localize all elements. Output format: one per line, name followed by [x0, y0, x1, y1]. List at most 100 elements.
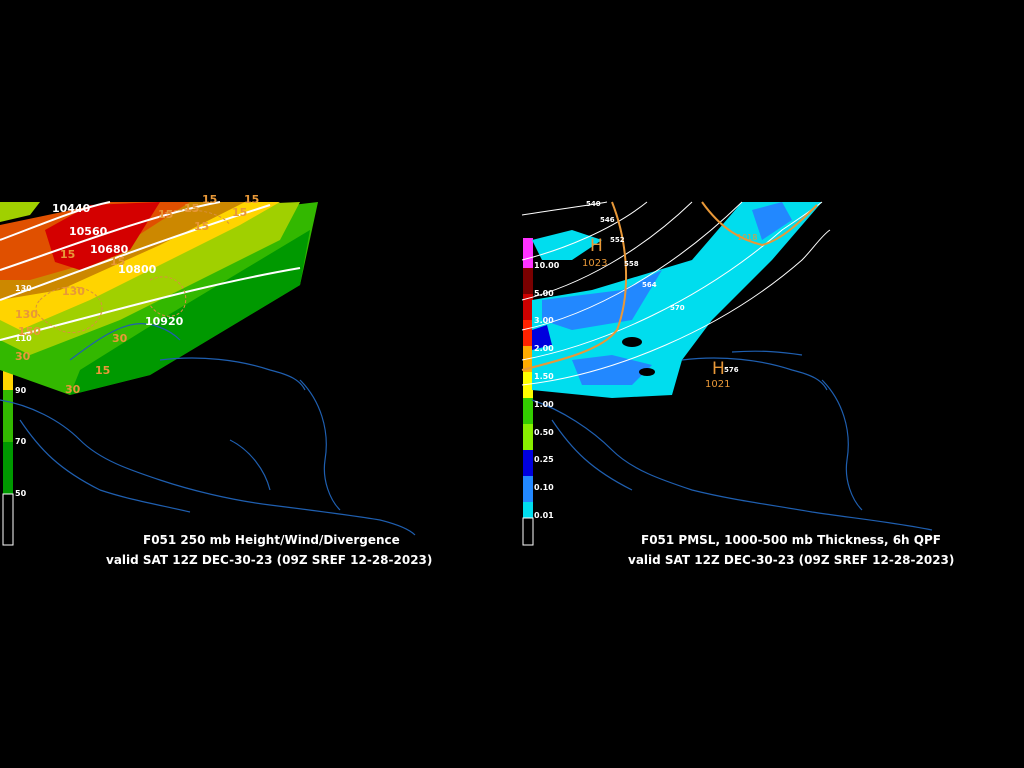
left-cb-label: 110 — [15, 334, 32, 343]
right-cb-label: 10.00 — [534, 261, 560, 270]
left-cb-label: 90 — [15, 386, 27, 395]
right-cb-swatch — [523, 476, 533, 502]
coastline — [821, 379, 863, 511]
island — [685, 360, 709, 370]
coastline — [551, 419, 633, 491]
left-map-panel: 10440 10560 10680 10800 10920 15 15 15 15 15 15 15… — [0, 193, 433, 567]
coastline — [69, 323, 181, 361]
thickness-label: 564 — [642, 281, 657, 289]
right-caption-line2: valid SAT 12Z DEC-30-23 (09Z SREF 12-28-… — [628, 553, 955, 567]
divergence-label: 15 — [110, 255, 125, 268]
qpf-lightblue-band — [572, 355, 652, 385]
thickness-contour — [521, 201, 608, 216]
right-map-panel: H 1023 H 1021 1018 540 546 552 558 564 570 576… — [512, 0, 1024, 768]
coastline — [159, 357, 306, 391]
right-cb-swatch — [523, 502, 533, 518]
height-label: 10920 — [145, 315, 184, 328]
height-contour — [0, 204, 271, 301]
divergence-label: 15 — [202, 193, 217, 206]
height-contour — [0, 267, 301, 341]
right-cb-label: 1.50 — [534, 372, 554, 381]
height-label: 10440 — [52, 202, 91, 215]
high-value: 1023 — [582, 258, 607, 269]
right-cb-swatch — [523, 424, 533, 450]
pressure-centers: H 1023 H 1021 1018 — [582, 233, 757, 390]
right-cb-label: 0.01 — [534, 511, 554, 520]
coastline — [299, 379, 341, 511]
right-cb-label: 0.10 — [534, 483, 554, 492]
coastlines — [531, 350, 933, 531]
thickness-contour — [521, 201, 743, 331]
right-cb-label: 0.25 — [534, 455, 554, 464]
right-cb-label: 3.00 — [534, 316, 554, 325]
divergence-contour — [149, 276, 187, 317]
right-cb-swatch — [523, 320, 533, 346]
height-contours — [0, 201, 301, 341]
divergence-label: 30 — [112, 332, 128, 345]
right-cb-label: 5.00 — [534, 289, 554, 298]
land-islands — [622, 337, 709, 376]
qpf-cyan — [532, 202, 822, 398]
height-label: 10680 — [90, 243, 129, 256]
divergence-contour — [35, 286, 103, 334]
wind-band-yellow — [0, 202, 280, 330]
left-cb-swatch — [3, 442, 13, 494]
high-value: 1021 — [705, 379, 730, 390]
high-symbol: H — [712, 359, 725, 379]
isobar-label: 1018 — [737, 233, 757, 242]
right-cb-label: 1.00 — [534, 400, 554, 409]
divergence-label: 15 — [95, 364, 110, 377]
height-contour — [0, 201, 221, 271]
thickness-contour — [521, 229, 831, 386]
thickness-contour — [521, 201, 823, 361]
right-cb-swatch — [523, 294, 533, 320]
height-contour — [0, 201, 111, 241]
height-labels: 10440 10560 10680 10800 10920 — [52, 202, 184, 328]
isobars — [521, 201, 818, 371]
divergence-label: 15 — [184, 202, 199, 215]
wind-band-lightgreen — [0, 202, 300, 355]
left-cb-label: 50 — [15, 489, 27, 498]
left-cb-label: 130 — [15, 284, 32, 293]
high-symbol: H — [590, 236, 603, 256]
height-label: 10560 — [69, 225, 108, 238]
thickness-labels: 540 546 552 558 564 570 576 — [586, 200, 739, 374]
wind-band-lightgreen-nw — [0, 202, 40, 222]
wind-band-darkgreen — [70, 230, 310, 395]
left-cb-swatch — [3, 390, 13, 442]
left-caption-line1: F051 250 mb Height/Wind/Divergence — [143, 533, 400, 547]
island — [639, 368, 655, 376]
divergence-contour — [159, 209, 231, 226]
coastline — [681, 357, 828, 391]
thickness-contour — [521, 201, 693, 301]
right-colorbar — [522, 238, 534, 546]
left-cb-label: 70 — [15, 437, 27, 446]
right-cb-swatch — [523, 268, 533, 294]
right-cb-swatch — [522, 517, 534, 546]
height-label: 10800 — [118, 263, 157, 276]
right-map-svg: H 1023 H 1021 1018 540 546 552 558 564 570 576 — [521, 200, 933, 546]
left-caption-line2: valid SAT 12Z DEC-30-23 (09Z SREF 12-28-… — [106, 553, 433, 567]
wind-labels: 130 130 150 — [15, 285, 85, 338]
right-cb-swatch — [523, 238, 533, 268]
thickness-label: 576 — [724, 366, 739, 374]
thickness-contour — [521, 201, 648, 261]
divergence-label: 30 — [65, 383, 81, 396]
thickness-contours — [521, 201, 831, 386]
qpf-lightblue-ne — [752, 202, 792, 240]
divergence-label: 15 — [244, 193, 259, 206]
right-cb-label: 2.00 — [534, 344, 554, 353]
qpf-shading — [532, 202, 822, 398]
divergence-label: 15 — [232, 206, 247, 219]
coastline — [229, 439, 271, 491]
thickness-label: 570 — [670, 304, 685, 312]
right-cb-swatch — [523, 398, 533, 424]
wind-label: 130 — [15, 308, 38, 321]
thickness-label: 552 — [610, 236, 625, 244]
wind-band-red — [45, 202, 160, 270]
thickness-label: 540 — [586, 200, 601, 208]
wind-label: 130 — [62, 285, 85, 298]
thickness-label: 546 — [600, 216, 615, 224]
